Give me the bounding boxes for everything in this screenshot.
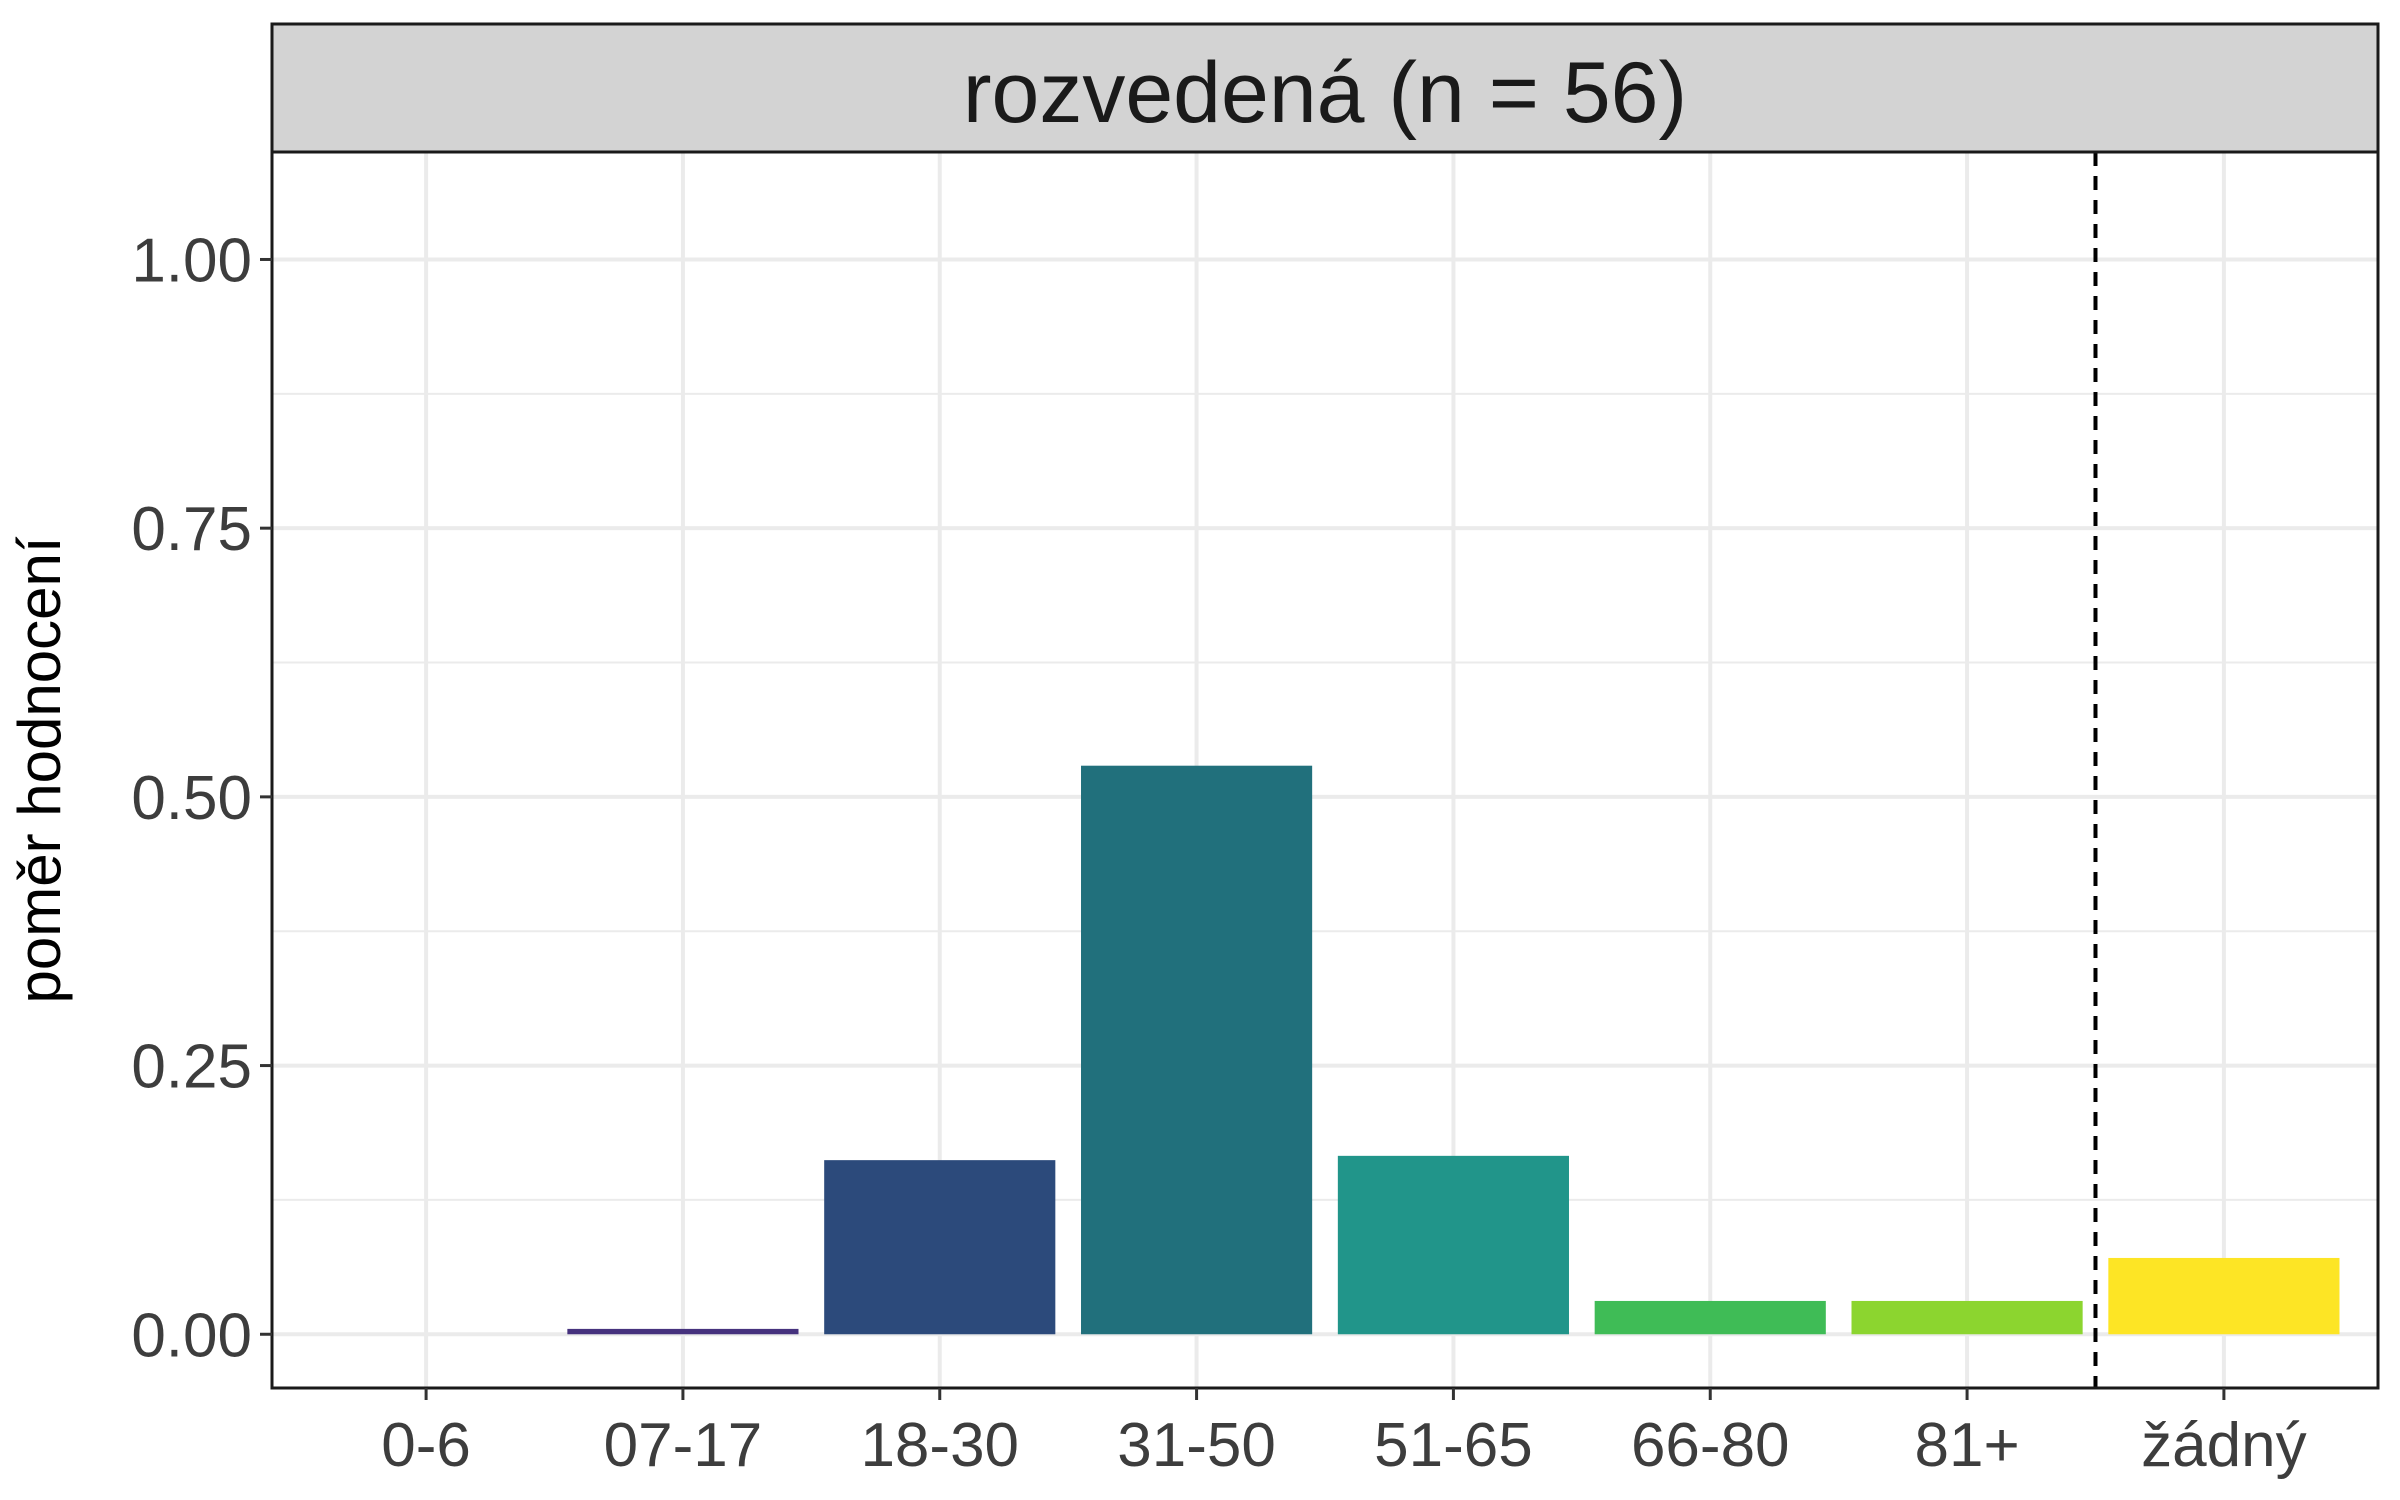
bar-66-80	[1594, 1300, 1826, 1335]
facet-strip	[270, 22, 2380, 154]
bar-31-50	[1081, 765, 1313, 1335]
x-tick-label: 0-6	[381, 1411, 471, 1480]
x-tick-label: žádný	[2141, 1411, 2306, 1480]
plot-panel-border	[270, 150, 2380, 1390]
x-tick-label: 07-17	[604, 1411, 763, 1480]
bar-žádný	[2108, 1257, 2340, 1335]
bar-81+	[1851, 1300, 2083, 1335]
y-axis-title: poměr hodnocení	[6, 536, 73, 1003]
x-tick-label: 51-65	[1374, 1411, 1533, 1480]
bar-18-30	[824, 1160, 1056, 1335]
bars	[567, 765, 2340, 1335]
y-tick-label: 0.25	[131, 1033, 252, 1102]
gridlines	[272, 152, 2378, 1388]
plot-panel	[272, 152, 2378, 1388]
x-tick-label: 31-50	[1117, 1411, 1276, 1480]
x-axis: 0-6 07-17 18-30 31-50 51-65 66-80 81+ žádný	[381, 1388, 2307, 1480]
y-tick-label: 0.50	[131, 764, 252, 833]
y-tick-label: 1.00	[131, 226, 252, 295]
bar-07-17	[567, 1328, 799, 1335]
x-tick-label: 66-80	[1631, 1411, 1790, 1480]
x-tick-label: 81+	[1914, 1411, 2019, 1480]
y-axis: 0.00 0.25 0.50 0.75 1.00	[131, 226, 272, 1370]
x-tick-label: 18-30	[860, 1411, 1019, 1480]
y-tick-label: 0.75	[131, 495, 252, 564]
y-tick-label: 0.00	[131, 1301, 252, 1370]
bar-51-65	[1337, 1155, 1569, 1335]
facet-strip-label: rozvedená (n = 56)	[963, 45, 1687, 141]
